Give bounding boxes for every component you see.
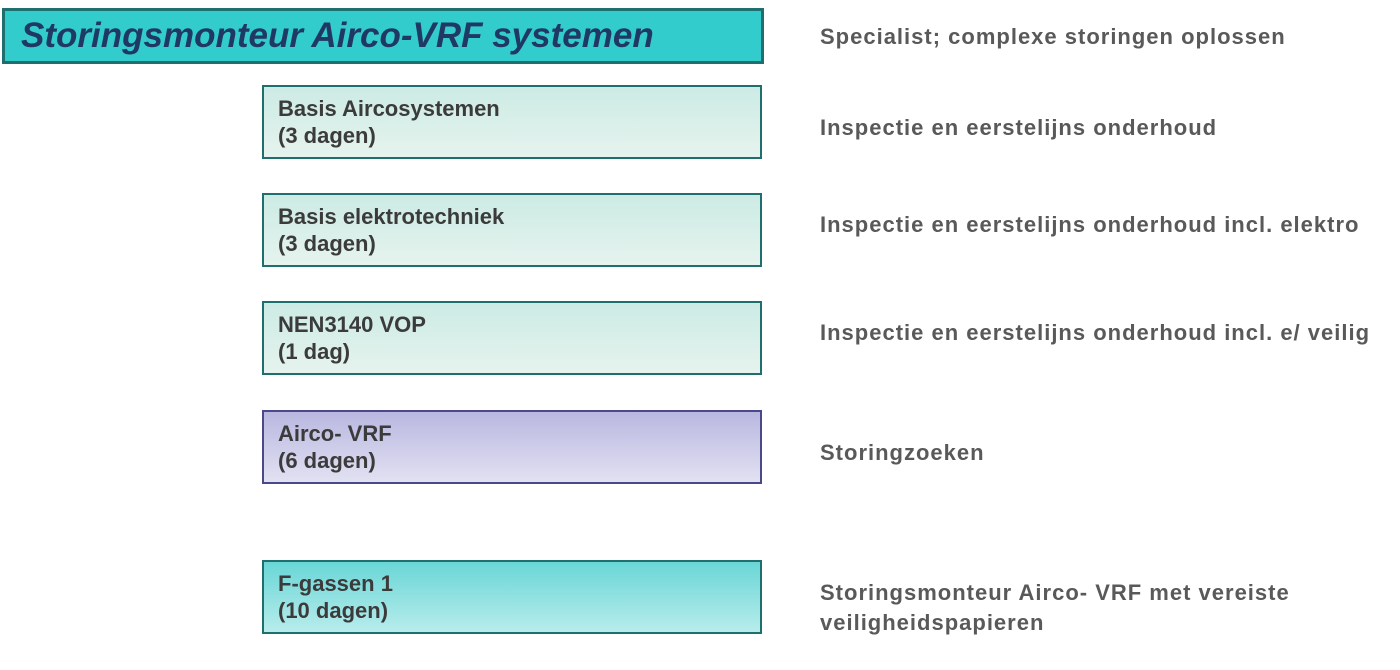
course-duration: (3 dagen) — [278, 122, 760, 150]
course-title: Airco- VRF — [278, 420, 760, 448]
course-box-f-gassen-1: F-gassen 1 (10 dagen) — [262, 560, 762, 634]
course-box-basis-aircosystemen: Basis Aircosystemen (3 dagen) — [262, 85, 762, 159]
course-box-nen3140-vop: NEN3140 VOP (1 dag) — [262, 301, 762, 375]
header-label: Storingsmonteur Airco-VRF systemen — [21, 16, 761, 56]
course-box-basis-elektrotechniek: Basis elektrotechniek (3 dagen) — [262, 193, 762, 267]
diagram-canvas: Storingsmonteur Airco-VRF systemen Basis… — [0, 0, 1400, 670]
description-row: Storingsmonteur Airco- VRF met vereiste … — [820, 578, 1380, 637]
course-title: Basis elektrotechniek — [278, 203, 760, 231]
description-row: Inspectie en eerstelijns onderhoud — [820, 113, 1380, 143]
header-box: Storingsmonteur Airco-VRF systemen — [2, 8, 764, 64]
course-duration: (10 dagen) — [278, 597, 760, 625]
description-row: Inspectie en eerstelijns onderhoud incl.… — [820, 318, 1380, 348]
course-title: F-gassen 1 — [278, 570, 760, 598]
course-title: NEN3140 VOP — [278, 311, 760, 339]
course-title: Basis Aircosystemen — [278, 95, 760, 123]
course-box-airco-vrf: Airco- VRF (6 dagen) — [262, 410, 762, 484]
course-duration: (1 dag) — [278, 338, 760, 366]
description-row: Storingzoeken — [820, 438, 1380, 468]
description-header: Specialist; complexe storingen oplossen — [820, 22, 1380, 52]
course-duration: (6 dagen) — [278, 447, 760, 475]
course-duration: (3 dagen) — [278, 230, 760, 258]
description-row: Inspectie en eerstelijns onderhoud incl.… — [820, 210, 1380, 240]
